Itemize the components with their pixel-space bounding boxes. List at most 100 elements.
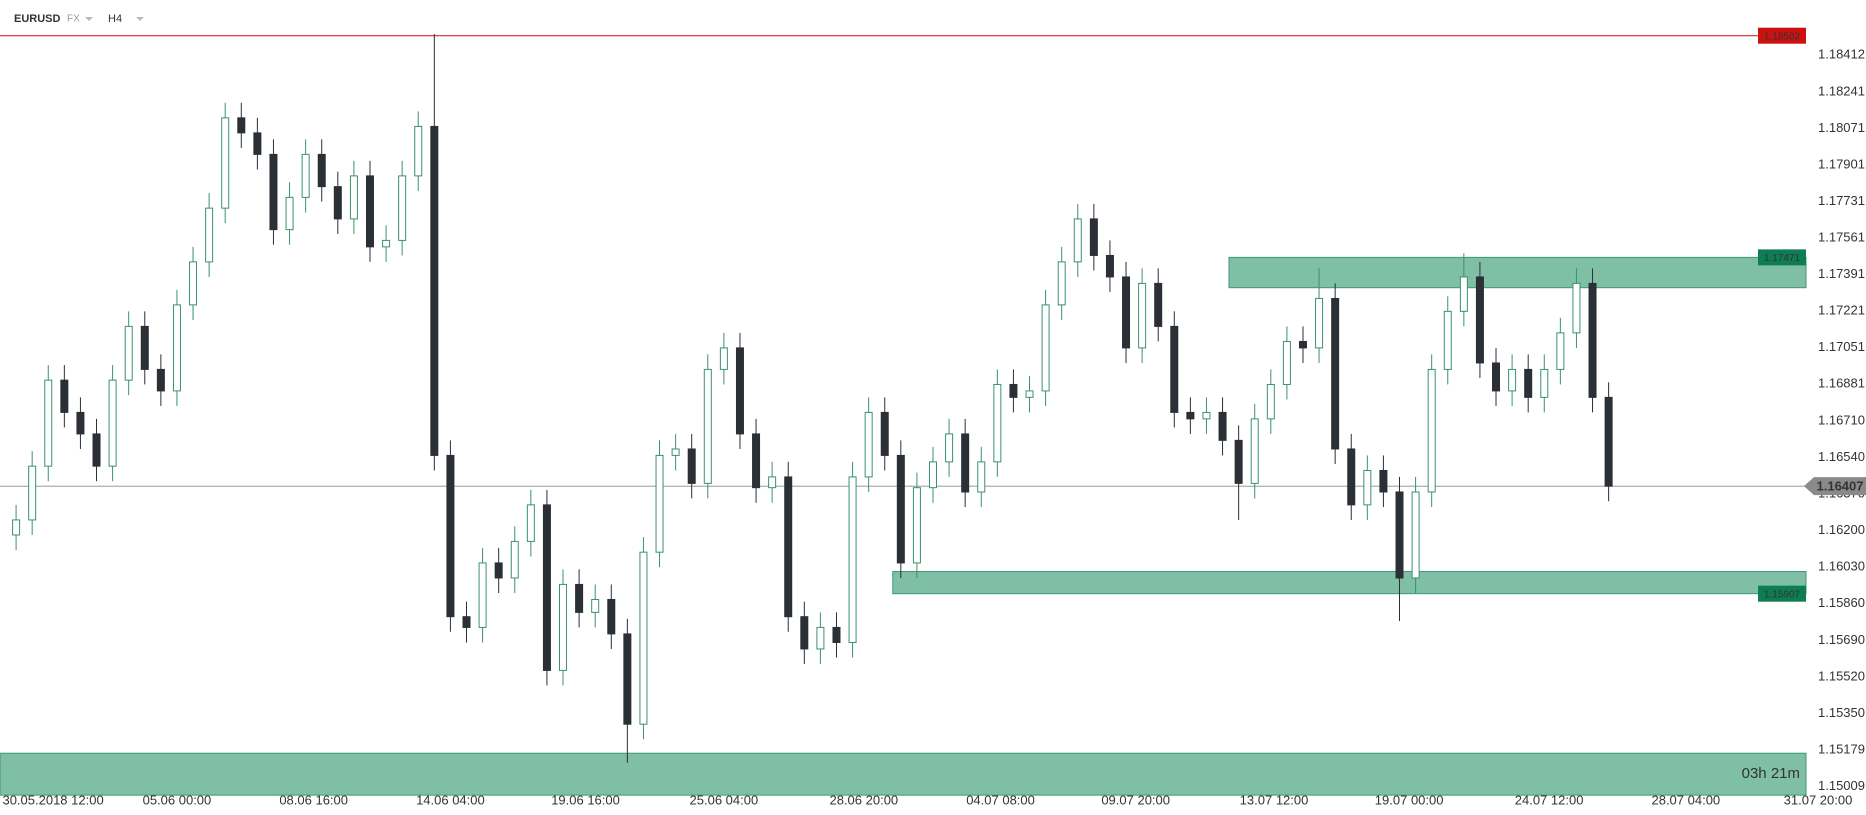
candle-body [1492,362,1501,392]
zone-label-bg [1758,585,1806,602]
candle-body [1363,469,1372,506]
candle-body [1315,297,1324,349]
candle-body [752,433,761,489]
zone-label: 1.17471 [1764,253,1801,264]
y-tick-label: 1.16030 [1818,559,1865,574]
dropdown-arrow[interactable] [85,17,93,21]
candle-body [848,476,857,643]
x-tick-label: 13.07 12:00 [1240,792,1309,807]
y-tick-label: 1.16200 [1818,522,1865,537]
symbol[interactable]: EURUSD [14,13,61,25]
candle-body [1298,340,1307,349]
x-tick-label: 19.07 00:00 [1375,792,1444,807]
candle-body [1202,411,1211,420]
y-tick-label: 1.17391 [1818,266,1865,281]
candle-body [832,626,841,643]
candle-body [1588,282,1597,398]
candle-body [365,175,374,248]
candle-body [108,379,117,467]
y-tick-label: 1.15009 [1818,778,1865,793]
y-tick-label: 1.16881 [1818,376,1865,391]
candle-body [1524,368,1533,398]
candle-body [124,325,133,381]
y-tick-label: 1.17901 [1818,156,1865,171]
x-tick-label: 28.07 04:00 [1651,792,1720,807]
y-tick-label: 1.17051 [1818,339,1865,354]
candle-body [1089,218,1098,256]
candle-body [945,433,954,463]
candle-body [1411,491,1420,579]
candle-body [301,153,310,198]
candle-body [92,433,101,467]
countdown: 03h 21m [1742,765,1800,782]
candle-body [1170,325,1179,413]
x-tick-label: 19.06 16:00 [551,792,620,807]
candles [12,33,1613,763]
candle-body [398,175,407,241]
timeframe[interactable]: H4 [108,13,122,25]
last-price-label: 1.16407 [1817,479,1864,494]
candle-body [816,626,825,650]
zone [0,752,1807,796]
candle-body [60,379,69,413]
candle-body [1331,297,1340,450]
candle-body [526,504,535,542]
candle-body [156,368,165,392]
candle-body [510,540,519,579]
x-tick-label: 09.07 20:00 [1101,792,1170,807]
axes: 1.18412 1.18241 1.18071 1.17901 1.17731 1.175… [2,27,1866,807]
dropdown-arrow[interactable] [136,17,144,21]
x-tick-label: 31.07 20:00 [1784,792,1853,807]
candle-body [430,125,439,456]
candle-body [237,117,246,134]
candle-body [44,379,53,467]
candle-body [1443,310,1452,370]
candle-body [253,132,262,155]
candle-body [172,304,181,392]
candle-body [1138,282,1147,349]
y-tick-label: 1.17221 [1818,303,1865,318]
candle-body [140,325,149,370]
candle-body [719,347,728,370]
y-tick-label: 1.15179 [1818,742,1865,757]
candle-body [1025,390,1034,398]
candle-body [1572,282,1581,334]
candle-body [1218,411,1227,441]
candle-body [317,153,326,188]
candle-body [76,411,85,435]
candle-body [607,598,616,635]
candle-body [896,454,905,564]
candle-body [28,465,37,521]
candle-body [703,368,712,484]
resistance-label: 1.18502 [1764,31,1801,42]
candle-body [912,487,921,564]
y-tick-label: 1.17561 [1818,229,1865,244]
candle-body [880,411,889,456]
candle-body [929,461,937,489]
zones [0,35,1807,796]
candle-body [1347,448,1356,506]
market[interactable]: FX [67,14,80,25]
candle-body [1186,411,1195,420]
candle-body [639,551,648,725]
y-tick-label: 1.15860 [1818,595,1865,610]
candle-body [1459,276,1468,312]
candle-body [1475,276,1484,364]
x-tick-label: 08.06 16:00 [279,792,348,807]
candle-body [542,504,551,671]
candle-body [655,454,664,553]
candle-body [333,186,342,220]
candle-body [1282,340,1291,385]
y-tick-label: 1.15350 [1818,705,1865,720]
candle-body [221,117,230,209]
candle-body [768,476,777,489]
x-tick-label: 28.06 20:00 [829,792,898,807]
x-tick-label: 04.07 08:00 [966,792,1035,807]
candle-body [1057,261,1066,306]
candle-body [591,598,600,613]
candle-body [687,448,696,484]
candle-body [993,383,1002,463]
candle-body [961,433,970,493]
candle-body [1266,383,1275,420]
candle-body [1395,491,1404,579]
